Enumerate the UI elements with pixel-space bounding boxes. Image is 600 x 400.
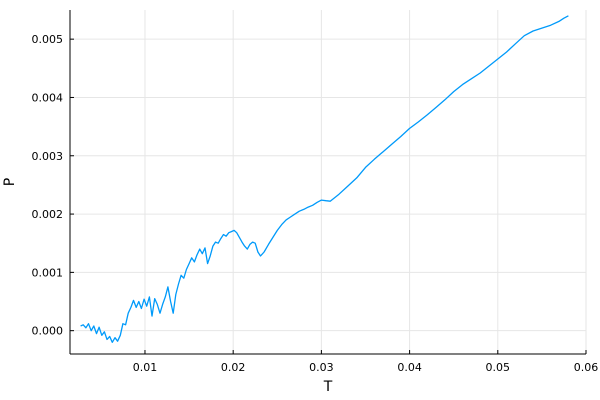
y-tick-label: 0.005 — [32, 33, 64, 46]
x-tick-label: 0.03 — [309, 361, 334, 374]
x-tick-label: 0.06 — [574, 361, 599, 374]
x-tick-label: 0.02 — [221, 361, 246, 374]
y-tick-label: 0.004 — [32, 91, 64, 104]
x-axis-label: T — [323, 379, 333, 395]
x-tick-label: 0.04 — [397, 361, 422, 374]
x-tick-label: 0.01 — [133, 361, 158, 374]
grid-lines — [70, 10, 587, 354]
y-tick-label: 0.002 — [32, 208, 64, 221]
axes — [69, 10, 587, 355]
x-tick-label: 0.05 — [486, 361, 511, 374]
y-axis-label: P — [2, 178, 18, 186]
y-tick-label: 0.001 — [32, 266, 64, 279]
y-tick-label: 0.003 — [32, 150, 64, 163]
y-tick-label: 0.000 — [32, 325, 64, 338]
series-line — [80, 15, 569, 343]
series-layer — [80, 15, 569, 343]
tick-labels: 0.01 0.02 0.03 0.04 0.05 0.06 0.000 0.001 0.002 0… — [32, 33, 599, 374]
